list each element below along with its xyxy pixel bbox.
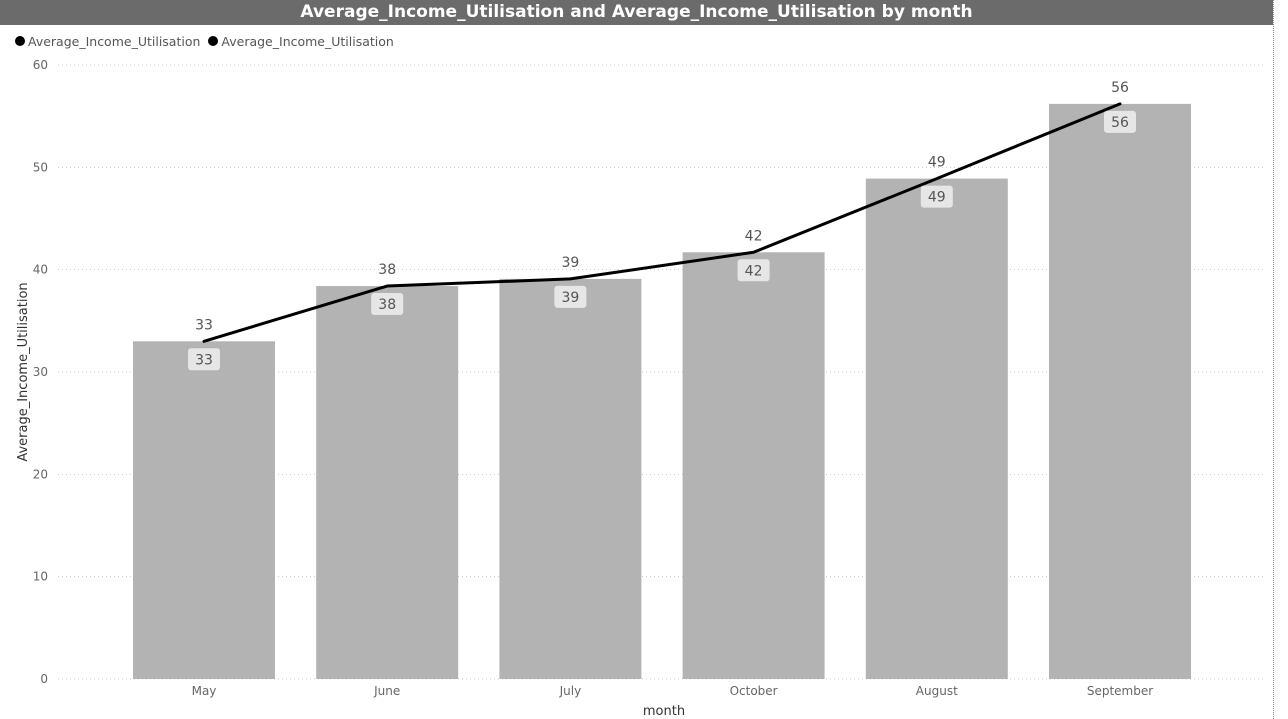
visual-border [1273, 0, 1274, 719]
bar-data-label: 38 [378, 297, 396, 313]
line-data-label: 33 [195, 317, 213, 333]
x-tick-label: June [373, 684, 400, 698]
legend[interactable]: Average_Income_Utilisation Average_Incom… [15, 33, 402, 49]
bar-data-label: 56 [1111, 115, 1129, 131]
bar-data-label: 33 [195, 352, 213, 368]
x-tick-label: September [1087, 684, 1153, 698]
x-tick-label: August [916, 684, 958, 698]
bar [865, 178, 1008, 679]
y-tick-label: 40 [33, 263, 48, 277]
line-data-label: 56 [1111, 80, 1129, 96]
x-tick-label: May [192, 684, 217, 698]
bar [1049, 103, 1191, 680]
line-data-label: 49 [928, 155, 946, 171]
y-axis-ticks: 0 10 20 30 40 50 60 [33, 58, 48, 686]
x-tick-label: October [730, 684, 778, 698]
bar-data-label-background [920, 185, 953, 208]
bar-data-label-background [737, 259, 770, 282]
x-tick-label: July [559, 684, 582, 698]
y-tick-label: 20 [33, 467, 48, 481]
line-data-label: 39 [561, 255, 579, 271]
x-axis-ticks: May June July October August September [192, 684, 1154, 698]
legend-marker-icon [15, 36, 25, 46]
bar [499, 278, 642, 679]
chart-title: Average_Income_Utilisation and Average_I… [0, 0, 1273, 25]
bars [133, 103, 1191, 680]
bar [316, 286, 459, 679]
bar-data-label: 49 [928, 190, 946, 206]
line-path [202, 102, 1122, 343]
line-series [202, 102, 1122, 343]
legend-item-bar-series[interactable]: Average_Income_Utilisation [15, 34, 200, 49]
y-tick-label: 30 [33, 365, 48, 379]
bar [133, 341, 275, 679]
y-tick-label: 10 [33, 570, 48, 584]
legend-item-line-series[interactable]: Average_Income_Utilisation [208, 33, 394, 49]
y-axis-title: Average_Income_Utilisation [16, 282, 31, 461]
bar-data-label-background [1104, 110, 1136, 133]
y-tick-label: 0 [40, 672, 48, 686]
legend-label: Average_Income_Utilisation [28, 33, 201, 49]
data-labels: 33 38 39 42 49 56 33 38 39 42 49 56 [188, 80, 1136, 371]
line-data-label: 38 [378, 262, 396, 278]
y-tick-label: 50 [33, 160, 48, 174]
y-tick-label: 60 [33, 58, 48, 72]
bar [682, 252, 825, 679]
bar-data-label-background [188, 348, 220, 371]
legend-marker-icon [208, 36, 219, 46]
legend-label: Average_Income_Utilisation [221, 33, 394, 49]
bar-data-label: 39 [561, 290, 579, 306]
bar-data-label-background [371, 293, 404, 316]
x-axis-title: month [643, 704, 685, 719]
bar-data-label: 42 [745, 263, 763, 279]
bar-data-label-background [554, 285, 587, 308]
line-data-label: 42 [745, 228, 763, 244]
